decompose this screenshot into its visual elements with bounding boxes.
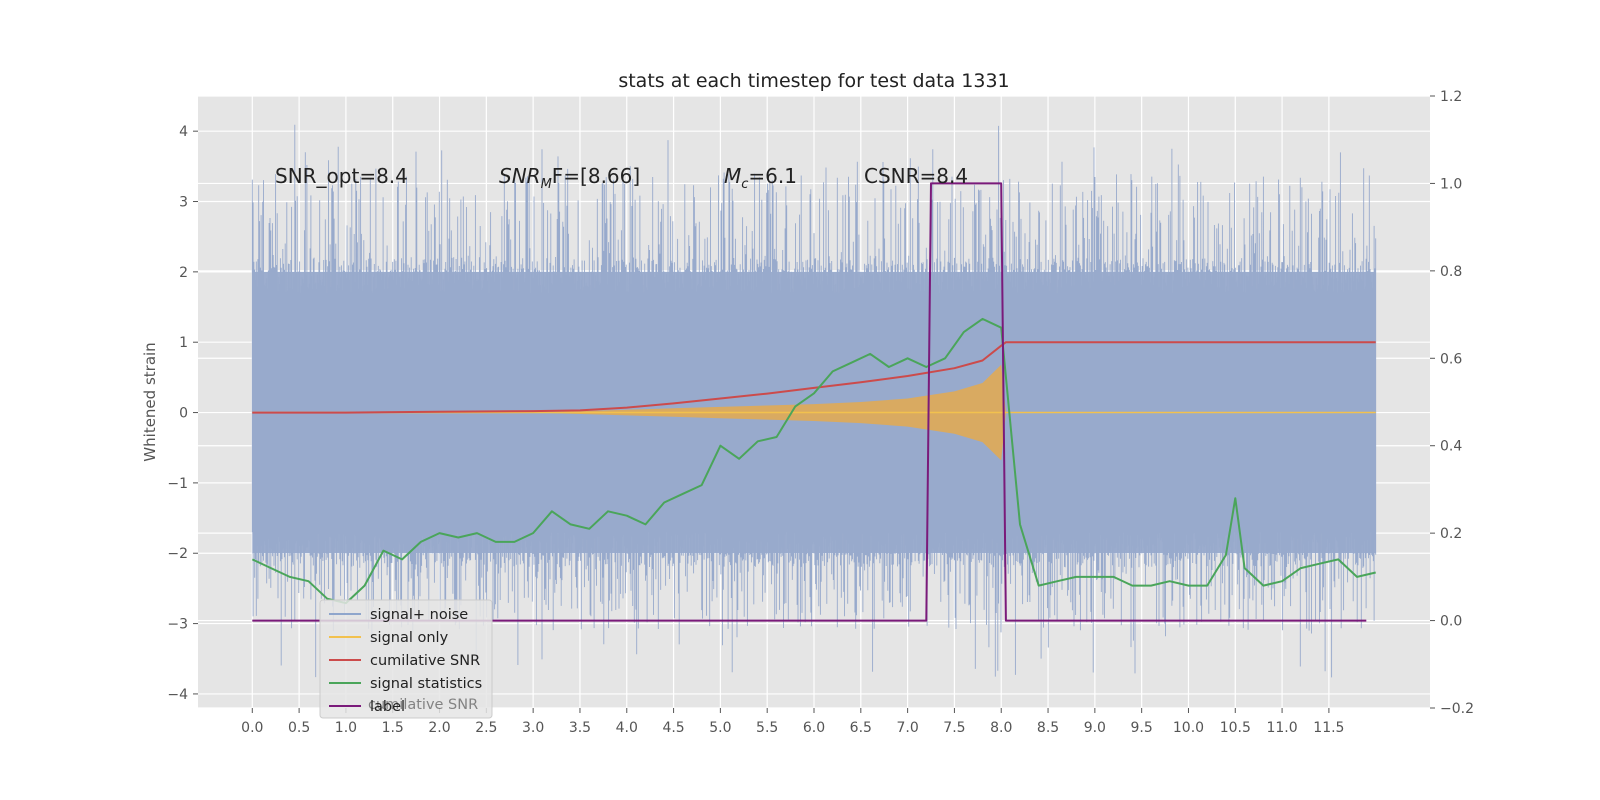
- mc-tail: =6.1: [748, 164, 797, 188]
- chart-title: stats at each timestep for test data 133…: [618, 70, 1009, 92]
- y-tick-label: 3: [179, 195, 188, 211]
- x-tick-label: 4.5: [662, 720, 684, 736]
- annotation-csnr: CSNR=8.4: [864, 164, 968, 188]
- legend-ghost-text: cumilative SNR: [368, 697, 478, 713]
- y-tick-label: −2: [167, 546, 188, 562]
- annotation-snr-mf: SNRMF=[8.66]: [499, 164, 640, 192]
- x-tick-label: 6.0: [803, 720, 825, 736]
- x-tick-label: 3.0: [522, 720, 544, 736]
- x-tick-label: 5.5: [756, 720, 778, 736]
- annotation-mc: Mc=6.1: [724, 164, 797, 192]
- legend: cumilative SNR signal+ noise signal only…: [319, 599, 493, 719]
- x-tick-label: 11.0: [1266, 720, 1297, 736]
- axes-layer: 0.0 0.5 1.0 1.5 2.0 2.5 3.0 3.5 4.0 4.5 5.0 5.5 6.0 6…: [167, 89, 1474, 736]
- y-right-tick-label: 0.8: [1440, 264, 1462, 280]
- x-tick-label: 0.5: [288, 720, 310, 736]
- y-right-tick-label: −0.2: [1440, 701, 1474, 717]
- x-tick-label: 8.0: [990, 720, 1012, 736]
- series-layer: [251, 182, 1376, 622]
- y-tick-label: 2: [179, 265, 188, 281]
- x-tick-label: 7.0: [896, 720, 918, 736]
- y-tick-label: −1: [167, 476, 188, 492]
- x-tick-label: 1.5: [382, 720, 404, 736]
- y-tick-label: −4: [167, 687, 188, 703]
- y-axis-label: Whitened strain: [141, 342, 159, 461]
- y-tick-label: −3: [167, 617, 188, 633]
- x-tick-label: 1.0: [335, 720, 357, 736]
- x-tick-label: 7.5: [943, 720, 965, 736]
- snr-mf-tail: F=[8.66]: [552, 164, 640, 188]
- x-tick-label: 10.0: [1173, 720, 1204, 736]
- label-line: [252, 182, 1367, 622]
- x-tick-label: 6.5: [850, 720, 872, 736]
- y-right-tick-label: 0.2: [1440, 526, 1462, 542]
- y-right-tick-label: 0.4: [1440, 439, 1462, 455]
- mc-main: M: [724, 164, 741, 188]
- y-right-tick-label: 1.2: [1440, 89, 1462, 105]
- x-tick-label: 8.5: [1037, 720, 1059, 736]
- snr-mf-main: SNR: [499, 164, 541, 188]
- signal-statistics-line: [251, 317, 1376, 605]
- cumilative-snr-line: [252, 341, 1376, 414]
- snr-mf-sub: M: [541, 177, 552, 192]
- y-tick-label: 1: [179, 335, 188, 351]
- y-tick-label: 4: [179, 124, 188, 140]
- legend-label-signal-only: signal only: [370, 630, 449, 646]
- x-tick-label: 11.5: [1313, 720, 1344, 736]
- x-tick-label: 0.0: [241, 720, 263, 736]
- x-tick-label: 2.0: [428, 720, 450, 736]
- y-tick-label: 0: [179, 406, 188, 422]
- y-right-tick-label: 1.0: [1440, 176, 1462, 192]
- legend-label-label: label: [370, 699, 405, 715]
- x-tick-label: 4.0: [616, 720, 638, 736]
- mc-sub: c: [741, 177, 748, 192]
- annotation-snr-opt: SNR_opt=8.4: [275, 164, 408, 188]
- x-tick-label: 5.0: [709, 720, 731, 736]
- y-right-tick-label: 0.0: [1440, 614, 1462, 630]
- legend-box: [319, 599, 493, 719]
- x-tick-label: 9.0: [1084, 720, 1106, 736]
- legend-label-cumilative-snr: cumilative SNR: [370, 653, 480, 669]
- legend-label-signal-noise: signal+ noise: [370, 607, 468, 623]
- x-tick-label: 9.5: [1131, 720, 1153, 736]
- x-tick-label: 2.5: [475, 720, 497, 736]
- legend-label-signal-statistics: signal statistics: [370, 676, 482, 692]
- y-right-tick-label: 0.6: [1440, 351, 1462, 367]
- x-tick-label: 10.5: [1220, 720, 1251, 736]
- x-tick-label: 3.5: [569, 720, 591, 736]
